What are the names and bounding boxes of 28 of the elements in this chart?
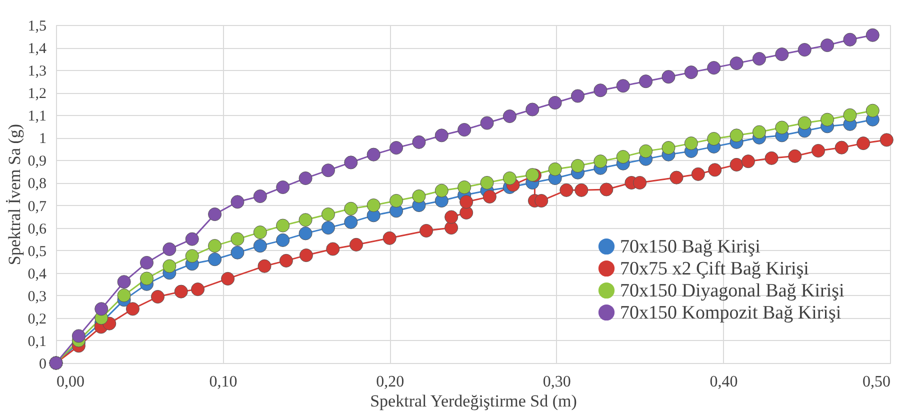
legend-label: 70x150 Diyagonal Bağ Kirişi bbox=[620, 280, 844, 302]
y-tick-label: 1,1 bbox=[28, 108, 46, 125]
y-tick-label: 1,4 bbox=[28, 41, 47, 58]
x-tick-label: 0,40 bbox=[710, 374, 738, 390]
y-tick-label: 0,4 bbox=[28, 266, 47, 282]
legend-label: 70x150 Kompozit Bağ Kirişi bbox=[620, 302, 842, 324]
y-tick-label: 0,2 bbox=[28, 311, 46, 328]
y-tick-label: 1,2 bbox=[28, 86, 46, 102]
y-tick-label: 1,5 bbox=[28, 18, 46, 34]
y-tick-label: 1,3 bbox=[28, 64, 46, 80]
x-axis-title: Spektral Yerdeğiştirme Sd (m) bbox=[370, 392, 577, 410]
y-tick-label: 0,1 bbox=[28, 334, 46, 350]
x-tick-label: 0,00 bbox=[56, 374, 84, 390]
y-axis-title: Spektral İvem Sa (g) bbox=[4, 124, 24, 266]
x-tick-label: 0,20 bbox=[376, 374, 404, 390]
y-tick-label: 0,9 bbox=[28, 154, 46, 170]
y-tick-label: 0 bbox=[39, 356, 46, 372]
legend-label: 70x150 Bağ Kirişi bbox=[620, 236, 760, 258]
y-tick-label: 1 bbox=[39, 131, 46, 148]
y-tick-label: 0,6 bbox=[28, 221, 47, 238]
y-tick-label: 0,8 bbox=[28, 176, 46, 192]
y-tick-label: 0,5 bbox=[28, 244, 46, 260]
x-tick-label: 0,10 bbox=[209, 374, 238, 390]
x-tick-label: 0,50 bbox=[862, 374, 890, 390]
legend-label: 70x75 x2 Çift Bağ Kirişi bbox=[620, 258, 809, 280]
x-tick-label: 0,30 bbox=[542, 374, 571, 390]
y-tick-label: 0,7 bbox=[28, 198, 47, 215]
y-tick-label: 0,3 bbox=[28, 288, 46, 305]
